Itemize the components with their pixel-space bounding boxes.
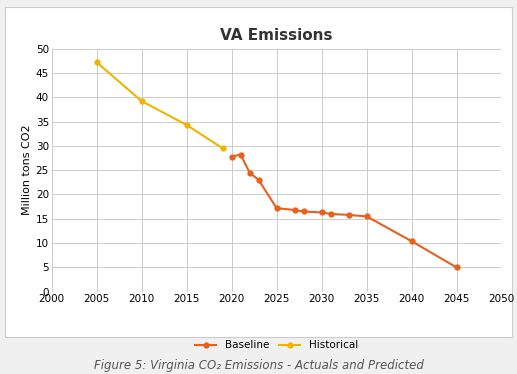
Legend: Baseline, Historical: Baseline, Historical (191, 336, 362, 355)
Historical (94, 60, 100, 64)
Historical (220, 146, 226, 151)
Baseline (318, 210, 325, 215)
Baseline (408, 239, 415, 243)
Baseline (363, 214, 370, 218)
Baseline (273, 206, 280, 210)
Baseline (237, 152, 244, 157)
Title: VA Emissions: VA Emissions (220, 28, 333, 43)
Line: Baseline: Baseline (229, 152, 459, 270)
Baseline (345, 213, 352, 217)
Baseline (300, 209, 307, 214)
Historical (184, 123, 190, 127)
Baseline (292, 208, 298, 212)
Baseline (247, 171, 253, 175)
Y-axis label: Million tons CO2: Million tons CO2 (22, 125, 32, 215)
Text: Figure 5: Virginia CO₂ Emissions - Actuals and Predicted: Figure 5: Virginia CO₂ Emissions - Actua… (94, 359, 423, 372)
Baseline (255, 178, 262, 182)
Baseline (453, 265, 460, 270)
Baseline (327, 212, 333, 216)
Historical (139, 99, 145, 103)
Line: Historical: Historical (94, 60, 225, 151)
Baseline (229, 154, 235, 159)
